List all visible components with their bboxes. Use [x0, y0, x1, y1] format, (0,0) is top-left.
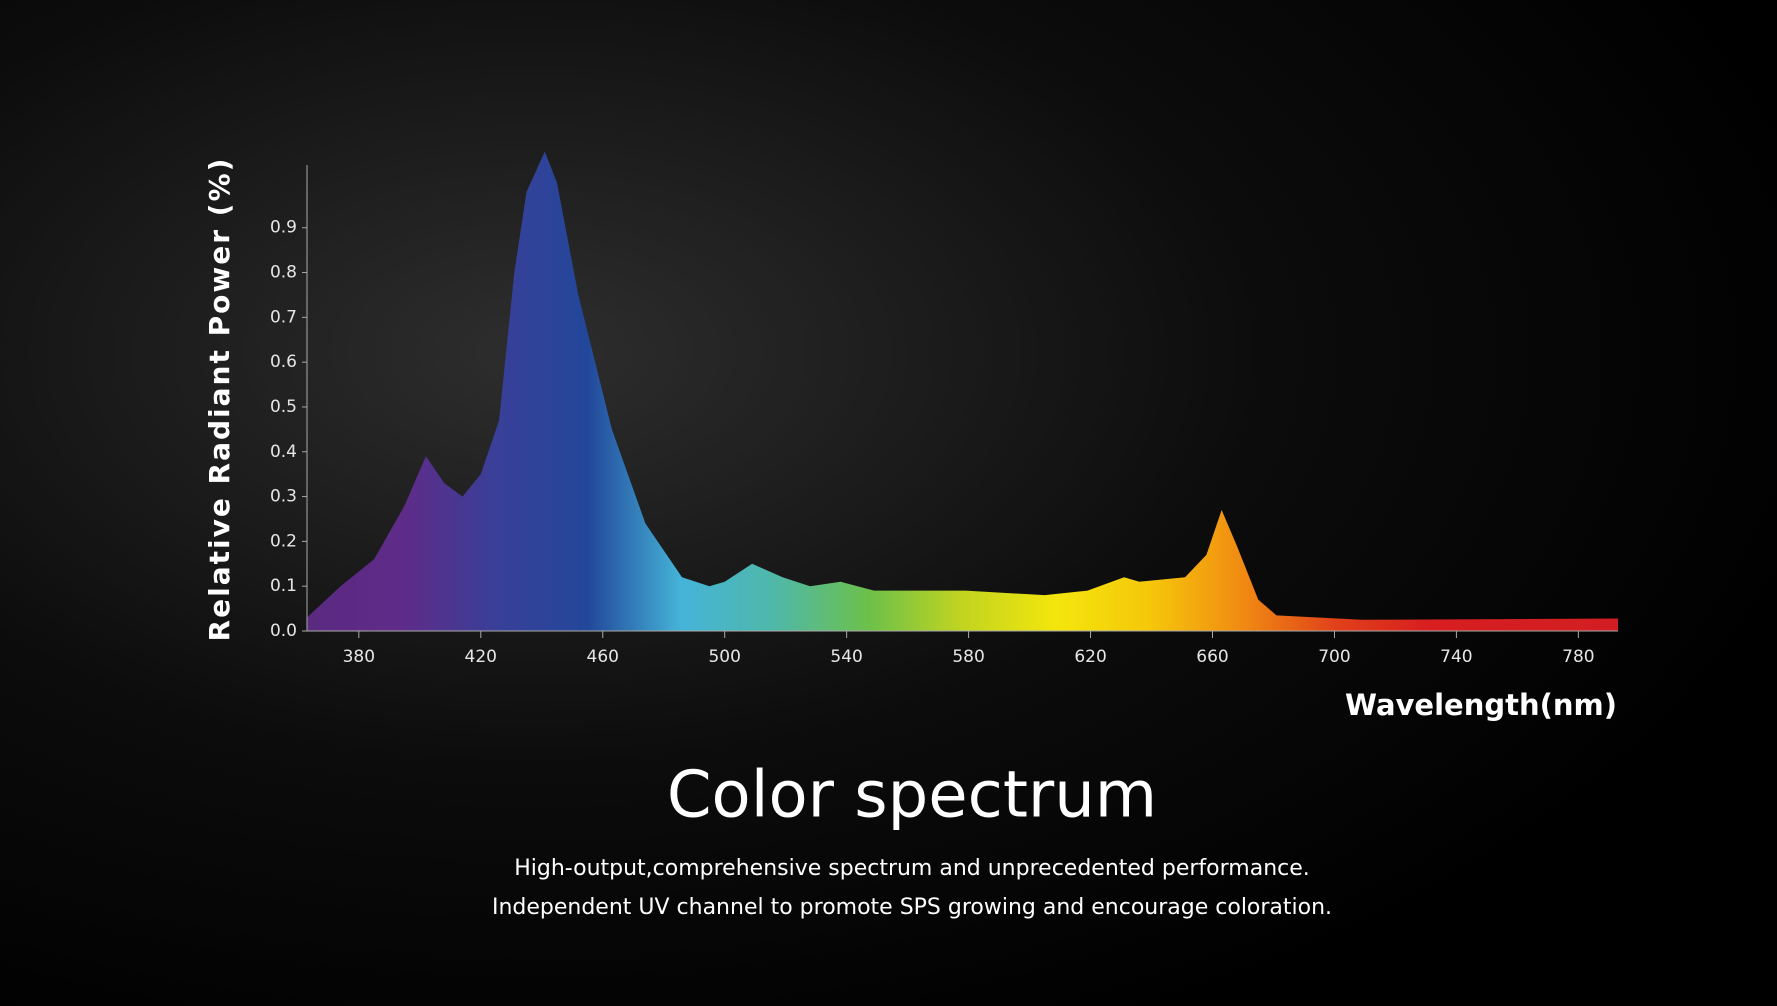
x-tick-label: 780 [1562, 647, 1594, 667]
x-tick-label: 460 [587, 647, 619, 667]
x-tick-label: 700 [1318, 647, 1350, 667]
x-tick-label: 660 [1196, 647, 1228, 667]
x-tick-label: 740 [1440, 647, 1472, 667]
y-tick-label: 0.4 [270, 442, 297, 462]
y-tick-label: 0.6 [270, 352, 297, 372]
x-tick-label: 580 [952, 647, 984, 667]
y-tick-label: 0.5 [270, 397, 297, 417]
x-tick-label: 420 [465, 647, 497, 667]
spectrum-area [307, 151, 1618, 632]
y-tick-label: 0.1 [270, 576, 297, 596]
x-tick-label: 500 [708, 647, 740, 667]
y-tick-label: 0.3 [270, 487, 297, 507]
x-tick-label: 620 [1074, 647, 1106, 667]
subtitle: Independent UV channel to promote SPS gr… [492, 895, 1332, 920]
y-tick-label: 0.0 [270, 621, 297, 641]
y-tick-label: 0.8 [270, 263, 297, 283]
x-tick-label: 540 [830, 647, 862, 667]
y-tick-label: 0.2 [270, 531, 297, 551]
subtitle: High-output,comprehensive spectrum and u… [514, 856, 1310, 881]
y-axis-label: Relative Radiant Power (%) [203, 157, 236, 642]
x-axis-label: Wavelength(nm) [1345, 688, 1617, 722]
title: Color spectrum [667, 759, 1157, 833]
x-tick-label: 380 [343, 647, 375, 667]
y-tick-label: 0.7 [270, 307, 297, 327]
y-tick-label: 0.9 [270, 218, 297, 238]
